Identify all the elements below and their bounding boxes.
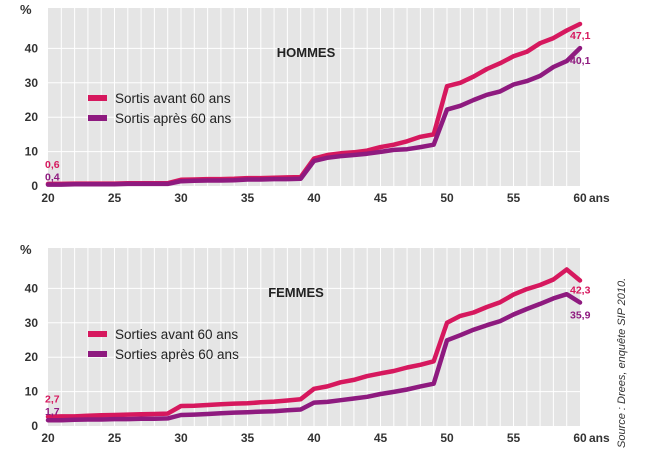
- end-value-label: 42,3: [570, 284, 591, 296]
- y-tick-label: 20: [25, 350, 39, 364]
- legend-label: Sorties avant 60 ans: [115, 327, 238, 342]
- series-line-apres: [45, 45, 583, 187]
- x-tick-label: 45: [374, 191, 388, 205]
- x-tick-label: 35: [241, 431, 255, 445]
- legend-swatch: [88, 351, 107, 357]
- y-axis-label: %: [20, 242, 32, 257]
- legend: Sorties avant 60 ans Sorties après 60 ans: [88, 327, 239, 362]
- start-value-label: 0,4: [45, 172, 60, 184]
- series-line-avant: [45, 267, 583, 419]
- chart-title: HOMMES: [277, 45, 336, 60]
- chart-panel-femmes: 0 10 20 30 40% 20 25 30 35 40 45 50 55 60 ans 2,71,7 42,…: [20, 242, 610, 445]
- x-tick-label: 55: [507, 431, 521, 445]
- y-axis-label: %: [20, 2, 32, 17]
- y-tick-label: 20: [25, 110, 39, 124]
- start-value-label: 2,7: [45, 394, 60, 406]
- y-tick-label: 40: [25, 281, 39, 295]
- legend-swatch: [88, 331, 107, 337]
- source-note: Source : Drees, enquête SIP 2010.: [616, 278, 628, 448]
- x-tick-label: 20: [41, 191, 55, 205]
- end-value-label: 40,1: [570, 55, 591, 67]
- x-tick-label: 55: [507, 191, 521, 205]
- x-tick-label: 35: [241, 191, 255, 205]
- x-tick-label: 60: [573, 431, 587, 445]
- y-tick-label: 0: [31, 179, 38, 193]
- start-value-label: 0,6: [45, 159, 60, 171]
- x-axis-unit: ans: [589, 431, 610, 445]
- chart-panel-hommes: 0 10 20 30 40% 20 25 30 35 40 45 50 55 60 ans 0,60,4 47,…: [20, 2, 610, 205]
- x-tick-label: 25: [108, 191, 122, 205]
- x-tick-label: 25: [108, 431, 122, 445]
- y-tick-label: 10: [25, 385, 39, 399]
- x-tick-label: 30: [174, 191, 188, 205]
- x-tick-label: 45: [374, 431, 388, 445]
- x-tick-label: 40: [307, 191, 321, 205]
- x-axis-unit: ans: [589, 191, 610, 205]
- legend-label: Sortis après 60 ans: [115, 111, 232, 126]
- start-value-label: 1,7: [45, 406, 60, 418]
- y-tick-label: 40: [25, 41, 39, 55]
- y-tick-label: 30: [25, 316, 39, 330]
- chart-title: FEMMES: [268, 285, 324, 300]
- legend-swatch: [88, 95, 107, 101]
- legend: Sortis avant 60 ans Sortis après 60 ans: [88, 91, 232, 126]
- legend-swatch: [88, 115, 107, 121]
- x-tick-label: 60: [573, 191, 587, 205]
- y-tick-label: 10: [25, 145, 39, 159]
- x-tick-label: 30: [174, 431, 188, 445]
- end-value-label: 35,9: [570, 310, 591, 322]
- y-tick-label: 0: [31, 419, 38, 433]
- x-tick-label: 50: [440, 191, 454, 205]
- legend-label: Sorties après 60 ans: [115, 347, 239, 362]
- series-line-apres: [45, 291, 583, 423]
- x-tick-label: 50: [440, 431, 454, 445]
- end-value-label: 47,1: [570, 30, 591, 42]
- legend-label: Sortis avant 60 ans: [115, 91, 231, 106]
- x-tick-label: 40: [307, 431, 321, 445]
- y-tick-label: 30: [25, 76, 39, 90]
- x-tick-label: 20: [41, 431, 55, 445]
